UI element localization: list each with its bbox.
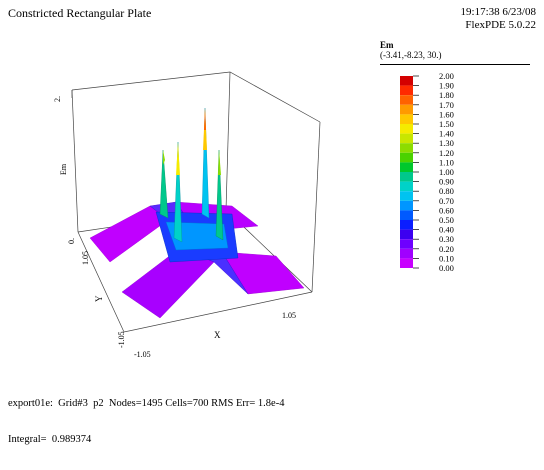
timestamp: 19:17:38 6/23/08 [460,6,536,18]
legend-value-label: 0.30 [439,234,454,244]
legend-value-label: 1.20 [439,148,454,158]
legend-value-label: 1.70 [439,100,454,110]
plot-box-front [71,90,313,333]
legend-value-label: 1.50 [439,119,454,129]
peak-front-right [215,149,224,241]
legend-value-label: 1.30 [439,138,454,148]
legend-swatch [400,258,413,268]
x-axis-label: X [214,330,221,340]
y-tick-label-min: -1.05 [117,331,126,348]
legend-swatch [400,114,413,124]
footer-integral: Integral= 0.989374 [8,434,92,445]
legend-value-label: 1.00 [439,167,454,177]
legend-swatch [400,133,413,144]
peak-front-right-tip [218,150,221,175]
z-tick-label-min: 0. [67,238,76,244]
version-label: FlexPDE 5.0.22 [465,19,536,31]
legend-variable: Em [380,40,394,50]
legend-value-label: 0.00 [439,263,454,273]
legend-value-label: 0.80 [439,186,454,196]
z-axis-label: Em [59,163,68,175]
legend-value-label: 1.10 [439,157,454,167]
legend-value-label: 0.10 [439,253,454,263]
legend-value-label: 0.50 [439,215,454,225]
legend-value-label: 1.40 [439,129,454,139]
peak-front-left-tip [176,142,180,175]
x-tick-label-max: 1.05 [282,311,296,320]
plot-canvas: Constricted Rectangular Plate 19:17:38 6… [8,6,536,445]
legend-swatch [400,210,413,220]
legend-value-label: 0.90 [439,177,454,187]
legend-swatch [400,95,413,105]
box-left-vertical-edge [71,89,79,233]
legend-value-label: 0.70 [439,196,454,206]
legend-swatch [400,191,413,201]
box-floor-front-edge [77,231,313,333]
legend-swatch [400,200,413,211]
color-legend: 2.001.901.801.701.601.501.401.301.201.10… [400,71,454,273]
legend-swatch [400,162,413,172]
legend-swatch [400,143,413,153]
legend-value-label: 0.60 [439,205,454,215]
legend-value-label: 0.40 [439,225,454,235]
peak-back-left-tip [163,150,165,165]
legend-viewpoint: (-3.41,-8.23, 30.) [380,50,442,60]
legend-swatch [400,239,413,249]
footer: export01e: Grid#3 p2 Nodes=1495 Cells=70… [8,374,284,470]
legend-swatch [400,152,413,163]
legend-value-label: 0.20 [439,244,454,254]
legend-swatch [400,124,413,134]
legend-swatch [400,85,413,96]
footer-stats: export01e: Grid#3 p2 Nodes=1495 Cells=70… [8,398,285,409]
z-tick-label-max: 2. [53,96,62,102]
legend-swatch [400,248,413,259]
peak-back-right [201,107,210,219]
legend-swatch [400,220,413,230]
legend-value-label: 2.00 [439,71,454,81]
legend-swatch [400,181,413,192]
legend-divider [380,64,530,65]
box-back-vertical-edge [225,71,231,211]
legend-swatch [400,172,413,182]
legend-swatch [400,76,413,86]
legend-value-label: 1.80 [439,90,454,100]
legend-value-label: 1.90 [439,81,454,91]
plot-title: Constricted Rectangular Plate [8,6,152,20]
y-axis-label: Y [94,295,104,302]
timestamp-block: 19:17:38 6/23/08 FlexPDE 5.0.22 [461,6,536,32]
legend-value-label: 1.60 [439,109,454,119]
surface-arm-left [89,205,169,263]
box-top-back-edge [71,71,321,123]
surface-mesh [89,107,305,319]
box-right-vertical-edge [311,121,321,293]
peak-front-left [173,141,183,243]
legend-swatch [400,229,413,240]
x-tick-label-min: -1.05 [134,350,151,359]
peak-back-right-top [204,108,206,130]
peak-back-left [159,149,169,219]
legend-header: Em (-3.41,-8.23, 30.) [380,40,442,60]
surface-plot: 2. Em 0. 1.05 Y -1.05 -1.05 X 1.05 [53,71,321,359]
y-tick-label-max: 1.05 [81,251,90,265]
legend-swatch [400,104,413,115]
